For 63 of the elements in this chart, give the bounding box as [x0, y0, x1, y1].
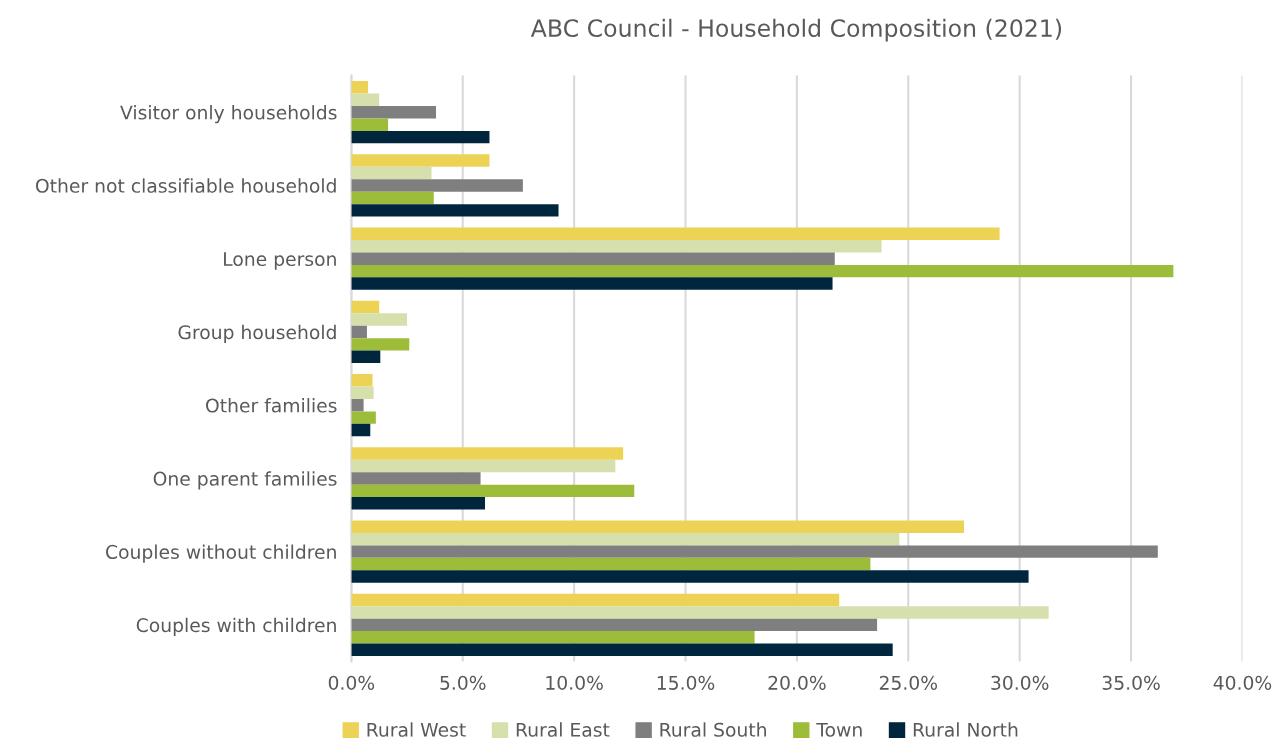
x-tick-label: 25.0%: [879, 675, 938, 690]
bar: [351, 447, 624, 460]
bar: [351, 386, 374, 399]
bar: [351, 154, 490, 167]
bar: [351, 130, 490, 144]
bar: [351, 81, 369, 94]
y-tick-label: Lone person: [224, 252, 336, 270]
y-tick-label: Other not classifiable household: [35, 178, 336, 193]
bar: [351, 191, 434, 205]
bar: [351, 459, 616, 473]
x-tick-label: 5.0%: [440, 675, 486, 690]
legend-label: Rural North: [913, 722, 1018, 737]
bar: [351, 204, 559, 217]
x-tick-label: 30.0%: [991, 675, 1049, 690]
bar: [351, 227, 1000, 241]
bar: [351, 252, 835, 265]
bar: [351, 374, 373, 387]
bar: [351, 264, 1174, 278]
bar: [351, 325, 367, 339]
x-tick-label: 10.0%: [546, 675, 603, 690]
bar: [351, 423, 371, 437]
y-tick-label: Other families: [206, 398, 337, 413]
legend-label: Rural South: [660, 722, 766, 737]
y-tick-label: Visitor only households: [120, 105, 337, 124]
bar: [351, 300, 380, 314]
y-tick-label: Couples with children: [136, 617, 336, 636]
x-tick-label: 20.0%: [768, 675, 826, 690]
x-tick-label: 15.0%: [657, 675, 715, 690]
bar: [351, 118, 389, 131]
legend-label: Rural East: [516, 722, 610, 737]
bar: [351, 350, 381, 364]
bar: [351, 643, 893, 657]
bar: [351, 105, 436, 119]
bar: [351, 631, 755, 644]
bar: [351, 166, 432, 180]
bar: [351, 520, 964, 533]
chart-title: ABC Council - Household Composition (2021): [530, 18, 1062, 42]
bar: [351, 545, 1158, 558]
x-tick-label: 0.0%: [328, 675, 375, 690]
bar: [351, 593, 840, 607]
bar: [351, 606, 1049, 619]
bar: [351, 277, 833, 290]
y-tick-label: Group household: [178, 324, 336, 343]
x-tick-label: 35.0%: [1102, 675, 1160, 690]
bar: [351, 570, 1029, 583]
y-tick-label: Couples without children: [106, 544, 336, 563]
legend-label: Town: [816, 722, 862, 737]
bar: [351, 618, 878, 632]
bar: [351, 557, 871, 571]
x-tick-label: 40.0%: [1213, 675, 1272, 690]
bar: [351, 411, 376, 424]
bar: [351, 497, 486, 510]
bar: [351, 313, 408, 326]
y-tick-label: One parent families: [153, 471, 337, 490]
bar: [351, 93, 380, 106]
bar: [351, 532, 900, 546]
bar: [351, 338, 410, 351]
bar: [351, 179, 523, 192]
bar: [351, 240, 882, 253]
bar: [351, 472, 481, 485]
legend-label: Rural West: [367, 722, 466, 737]
bar: [351, 398, 364, 412]
bar: [351, 484, 635, 498]
